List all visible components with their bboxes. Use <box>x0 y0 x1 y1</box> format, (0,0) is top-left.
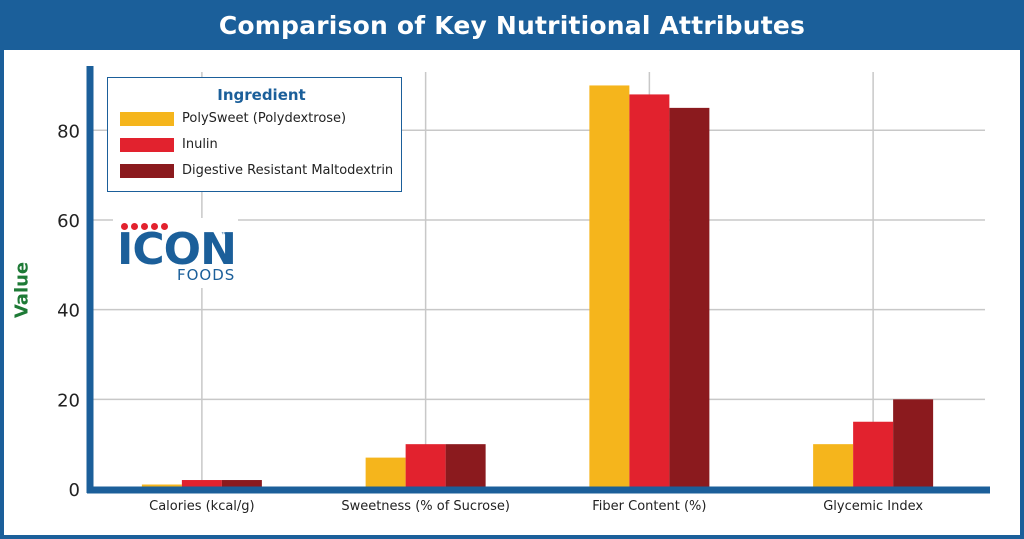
title-bar: Comparison of Key Nutritional Attributes <box>0 0 1024 50</box>
bar <box>365 457 406 489</box>
logo-word: ICON <box>117 224 237 275</box>
x-tick-label: Sweetness (% of Sucrose) <box>341 499 510 514</box>
bar <box>589 85 630 490</box>
legend: Ingredient PolySweet (Polydextrose) Inul… <box>107 77 402 192</box>
bar <box>221 480 262 489</box>
x-tick-label: Calories (kcal/g) <box>149 499 255 514</box>
y-tick-label: 20 <box>57 390 80 411</box>
bars <box>141 85 934 490</box>
y-axis-label: Value <box>11 261 33 319</box>
chart-title: Comparison of Key Nutritional Attributes <box>218 10 806 40</box>
bar <box>893 399 934 489</box>
legend-label: Inulin <box>182 137 218 152</box>
legend-swatch-maltodextrin <box>120 163 174 178</box>
legend-swatch-inulin <box>120 137 174 152</box>
legend-item: Digestive Resistant Maltodextrin <box>120 163 393 178</box>
x-tick-label: Glycemic Index <box>823 499 923 514</box>
logo-subtext: FOODS <box>177 266 236 284</box>
y-tick-label: 40 <box>57 301 80 322</box>
bar <box>853 421 894 489</box>
axes <box>86 66 990 494</box>
bar <box>669 107 710 489</box>
logo-trademark: ™ <box>221 232 227 238</box>
icon-foods-logo: ICON ™ FOODS <box>113 218 238 288</box>
legend-item: Inulin <box>120 137 218 152</box>
logo-dots <box>121 223 168 230</box>
legend-label: Digestive Resistant Maltodextrin <box>182 163 394 178</box>
y-tick-label: 0 <box>69 480 80 501</box>
x-tick-label: Fiber Content (%) <box>592 499 706 514</box>
legend-label: PolySweet (Polydextrose) <box>182 111 347 126</box>
legend-title: Ingredient <box>217 86 306 104</box>
y-tick-label: 60 <box>57 211 80 232</box>
bar <box>629 94 670 489</box>
legend-swatch-polysweet <box>120 111 174 126</box>
legend-item: PolySweet (Polydextrose) <box>120 111 346 126</box>
bar <box>445 444 486 489</box>
tick-labels: 0 20 40 60 80 Calories (kcal/g) Sweetness (% o… <box>57 121 923 514</box>
bar <box>813 444 854 489</box>
bar <box>405 444 446 489</box>
bar <box>181 480 222 489</box>
y-tick-label: 80 <box>57 121 80 142</box>
